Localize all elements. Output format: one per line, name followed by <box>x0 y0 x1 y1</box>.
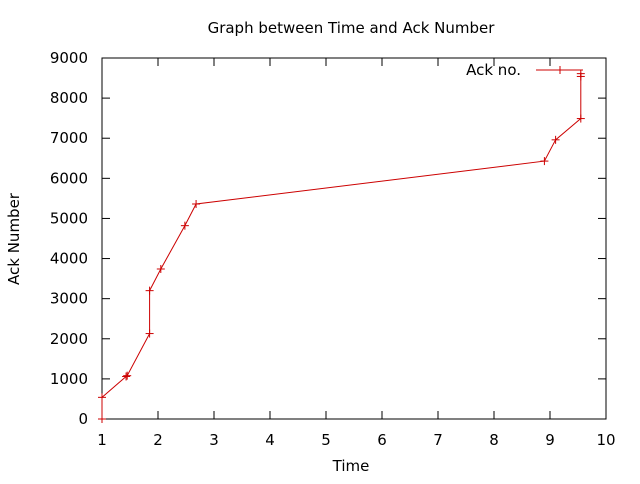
data-point <box>576 114 585 123</box>
y-tick-label: 1000 <box>50 370 88 388</box>
y-tick-label: 6000 <box>50 169 88 187</box>
data-point <box>123 371 132 380</box>
legend: Ack no. <box>466 61 583 79</box>
x-tick-label: 9 <box>545 431 555 449</box>
x-tick-label: 7 <box>433 431 443 449</box>
data-point <box>180 221 189 230</box>
y-tick-label: 2000 <box>50 330 88 348</box>
x-axis-ticks: 1 2 3 4 5 6 7 8 9 10 <box>97 58 616 449</box>
x-tick-label: 5 <box>321 431 331 449</box>
data-point <box>145 329 154 338</box>
x-axis-label: Time <box>332 457 370 475</box>
legend-marker <box>556 66 564 74</box>
x-tick-label: 2 <box>153 431 163 449</box>
y-axis-label: Ack Number <box>5 192 23 285</box>
series-layer <box>98 69 585 423</box>
data-point <box>192 200 201 209</box>
data-point <box>576 69 585 78</box>
x-tick-label: 8 <box>489 431 499 449</box>
y-tick-label: 7000 <box>50 129 88 147</box>
plot-frame <box>101 57 607 420</box>
legend-label: Ack no. <box>466 61 521 79</box>
data-point <box>98 393 106 402</box>
y-axis-ticks: 0 1000 2000 3000 4000 5000 6000 7000 8000 9000 <box>50 49 606 428</box>
data-point <box>122 372 131 381</box>
y-tick-label: 3000 <box>50 290 88 308</box>
chart-title: Graph between Time and Ack Number <box>208 19 496 37</box>
data-point <box>98 415 106 423</box>
data-point <box>540 157 549 166</box>
y-tick-label: 9000 <box>50 49 88 67</box>
x-tick-label: 10 <box>596 431 615 449</box>
y-tick-label: 4000 <box>50 250 88 268</box>
x-tick-label: 6 <box>377 431 387 449</box>
x-tick-label: 1 <box>97 431 107 449</box>
y-tick-label: 0 <box>78 410 88 428</box>
x-tick-label: 4 <box>265 431 275 449</box>
y-tick-label: 8000 <box>50 89 88 107</box>
data-point <box>145 286 154 295</box>
data-point <box>551 135 560 144</box>
y-tick-label: 5000 <box>50 209 88 227</box>
x-tick-label: 3 <box>209 431 219 449</box>
series-line <box>101 73 582 419</box>
data-point <box>156 264 165 273</box>
